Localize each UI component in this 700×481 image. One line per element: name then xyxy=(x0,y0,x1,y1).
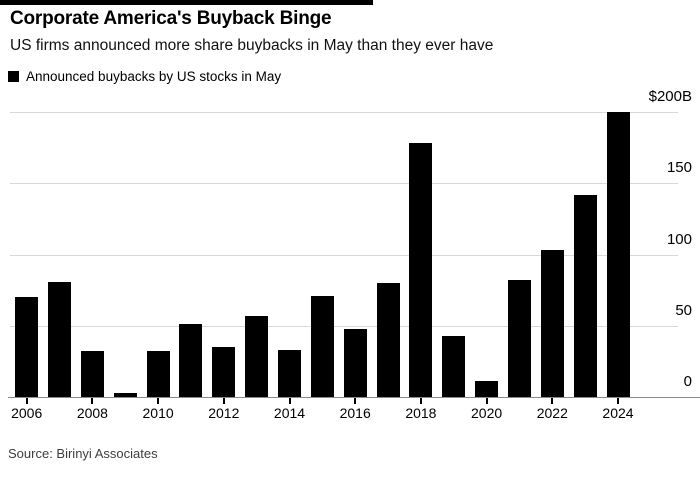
x-tick-label-2012: 2012 xyxy=(208,405,240,421)
x-tick-2016 xyxy=(354,398,357,404)
bar-2019 xyxy=(442,335,466,397)
gridline-200 xyxy=(10,112,678,114)
x-tick-2024 xyxy=(617,398,619,404)
legend-swatch-icon xyxy=(8,71,19,82)
x-tick-label-2006: 2006 xyxy=(11,405,43,421)
x-tick-2020 xyxy=(485,398,488,404)
gridline-150 xyxy=(10,183,678,185)
x-tick-label-2008: 2008 xyxy=(76,405,108,421)
y-tick-label-0: 0 xyxy=(683,373,692,390)
x-tick-label-2016: 2016 xyxy=(339,405,371,421)
bar-2013 xyxy=(245,315,269,397)
bar-2010 xyxy=(146,351,170,397)
bar-2008 xyxy=(80,351,104,397)
y-tick-label-50: 50 xyxy=(675,301,692,319)
chart-title: Corporate America's Buyback Binge xyxy=(10,8,332,29)
bar-2014 xyxy=(278,349,301,397)
bar-2023 xyxy=(573,194,597,397)
top-rule xyxy=(0,0,373,5)
x-tick-2010 xyxy=(157,398,160,404)
legend-label: Announced buybacks by US stocks in May xyxy=(26,69,282,84)
x-tick-label-2020: 2020 xyxy=(471,405,503,421)
x-tick-2006 xyxy=(25,398,28,404)
bar-2020 xyxy=(475,381,499,397)
source-label: Source: Birinyi Associates xyxy=(8,446,158,461)
bar-2017 xyxy=(376,283,400,397)
x-tick-label-2024: 2024 xyxy=(602,405,634,421)
x-axis-line xyxy=(8,397,700,398)
x-tick-2018 xyxy=(419,398,422,404)
x-tick-label-2010: 2010 xyxy=(142,405,174,421)
x-tick-label-2022: 2022 xyxy=(536,405,568,421)
x-tick-2008 xyxy=(91,398,94,404)
gridline-100 xyxy=(10,254,678,256)
bar-2012 xyxy=(212,347,236,397)
bar-2009 xyxy=(113,393,137,397)
x-tick-label-2014: 2014 xyxy=(273,405,306,421)
bar-2015 xyxy=(310,295,334,397)
bar-2006 xyxy=(15,297,39,397)
bar-2011 xyxy=(179,324,203,397)
chart-subtitle: US firms announced more share buybacks i… xyxy=(10,37,494,54)
x-tick-2022 xyxy=(551,398,554,404)
bar-2016 xyxy=(343,328,367,397)
bar-2024 xyxy=(606,112,630,397)
gridline-50 xyxy=(10,325,678,327)
bar-2021 xyxy=(507,280,531,397)
y-tick-label-100: 100 xyxy=(666,230,692,248)
bar-2018 xyxy=(409,143,433,397)
x-tick-label-2018: 2018 xyxy=(405,405,437,421)
y-tick-label-200: $200B xyxy=(648,88,692,106)
x-tick-2014 xyxy=(288,398,291,404)
legend: Announced buybacks by US stocks in May xyxy=(8,69,281,84)
y-tick-label-150: 150 xyxy=(666,159,692,177)
bar-2007 xyxy=(48,281,72,397)
x-tick-2012 xyxy=(222,398,225,404)
bar-2022 xyxy=(540,250,564,397)
